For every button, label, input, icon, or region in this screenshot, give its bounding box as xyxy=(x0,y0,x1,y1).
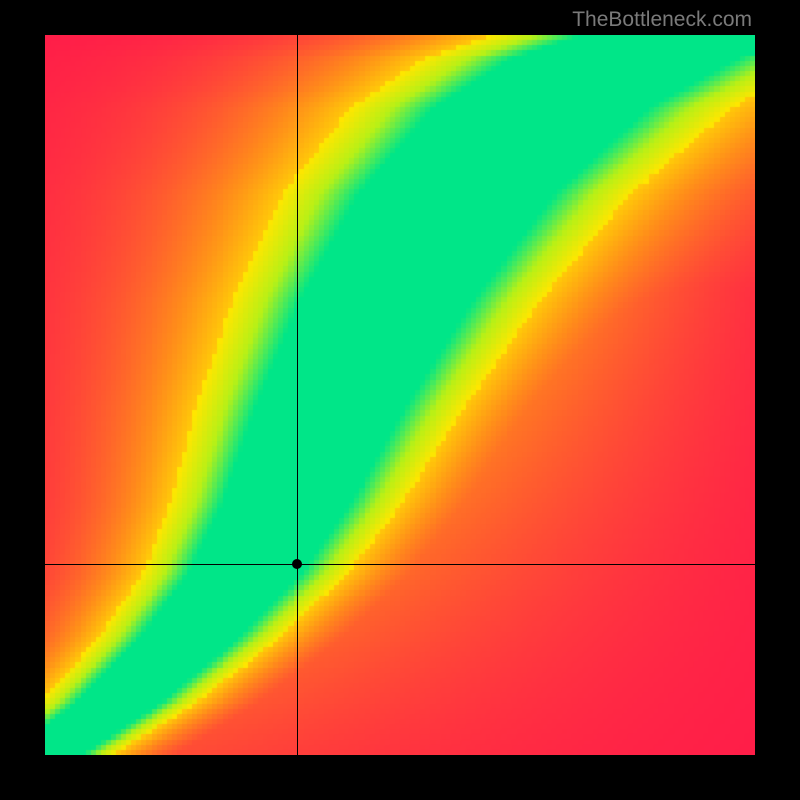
watermark-text: TheBottleneck.com xyxy=(572,8,752,32)
heatmap-canvas xyxy=(45,35,755,755)
crosshair-horizontal xyxy=(45,564,755,565)
crosshair-marker xyxy=(292,559,302,569)
plot-area xyxy=(45,35,755,755)
crosshair-vertical xyxy=(297,35,298,755)
